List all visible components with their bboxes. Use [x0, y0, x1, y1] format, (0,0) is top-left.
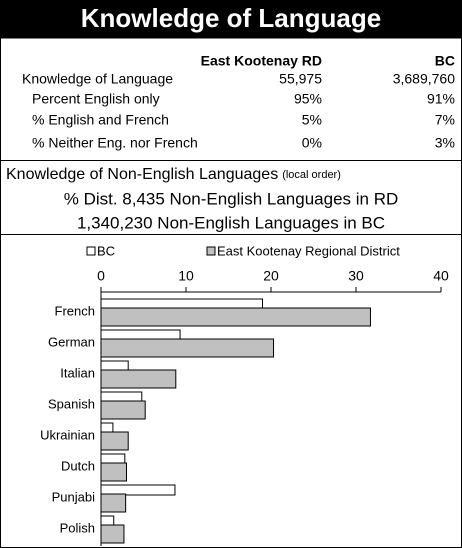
legend-swatch: [206, 246, 216, 256]
y-tick-label: French: [55, 303, 95, 318]
notes-heading: Knowledge of Non-English Languages (local…: [6, 166, 341, 183]
x-tick-label: 0: [97, 268, 105, 284]
legend-swatch: [86, 246, 96, 256]
legend-label: BC: [97, 243, 115, 258]
row-label: Knowledge of Language: [22, 71, 173, 87]
x-tick-label: 10: [178, 268, 194, 284]
row-label: % Neither Eng. nor French: [32, 135, 198, 151]
bar: [100, 338, 275, 358]
x-tick-label: 20: [263, 268, 279, 284]
x-tick-label: 40: [433, 268, 449, 284]
cell: 95%: [294, 91, 322, 107]
bar: [100, 484, 176, 496]
y-tick-label: Ukrainian: [40, 427, 95, 442]
cell: 0%: [302, 135, 322, 151]
y-tick-label: Polish: [60, 520, 95, 535]
cell: 5%: [302, 112, 322, 128]
cell: 3%: [435, 135, 455, 151]
column-header: East Kootenay RD: [201, 53, 322, 69]
bar: [100, 462, 127, 482]
y-tick-label: Punjabi: [52, 489, 95, 504]
note-line: % Dist. 8,435 Non-English Languages in R…: [64, 189, 399, 208]
y-tick-label: Italian: [60, 365, 95, 380]
header-bar: [0, 0, 462, 38]
heading-text: Knowledge of Non-English Languages: [6, 166, 278, 183]
bar: [100, 400, 146, 420]
bar: [100, 524, 125, 544]
bar: [100, 493, 127, 513]
bar: [100, 369, 177, 389]
bar: [100, 431, 129, 451]
y-tick-label: German: [48, 334, 95, 349]
row-label: % English and French: [32, 112, 169, 128]
y-tick-label: Spanish: [48, 396, 95, 411]
bar: [100, 307, 371, 327]
cell: 3,689,760: [393, 71, 455, 87]
x-tick-label: 30: [348, 268, 364, 284]
header-title: Knowledge of Language: [81, 3, 381, 33]
cell: 7%: [435, 112, 455, 128]
y-tick-label: Dutch: [61, 458, 95, 473]
heading-note: (local order): [282, 169, 341, 181]
column-header: BC: [435, 53, 455, 69]
cell: 55,975: [279, 71, 322, 87]
legend-label: East Kootenay Regional District: [217, 243, 400, 258]
row-label: Percent English only: [32, 91, 160, 107]
cell: 91%: [427, 91, 455, 107]
note-line: 1,340,230 Non-English Languages in BC: [77, 213, 385, 232]
